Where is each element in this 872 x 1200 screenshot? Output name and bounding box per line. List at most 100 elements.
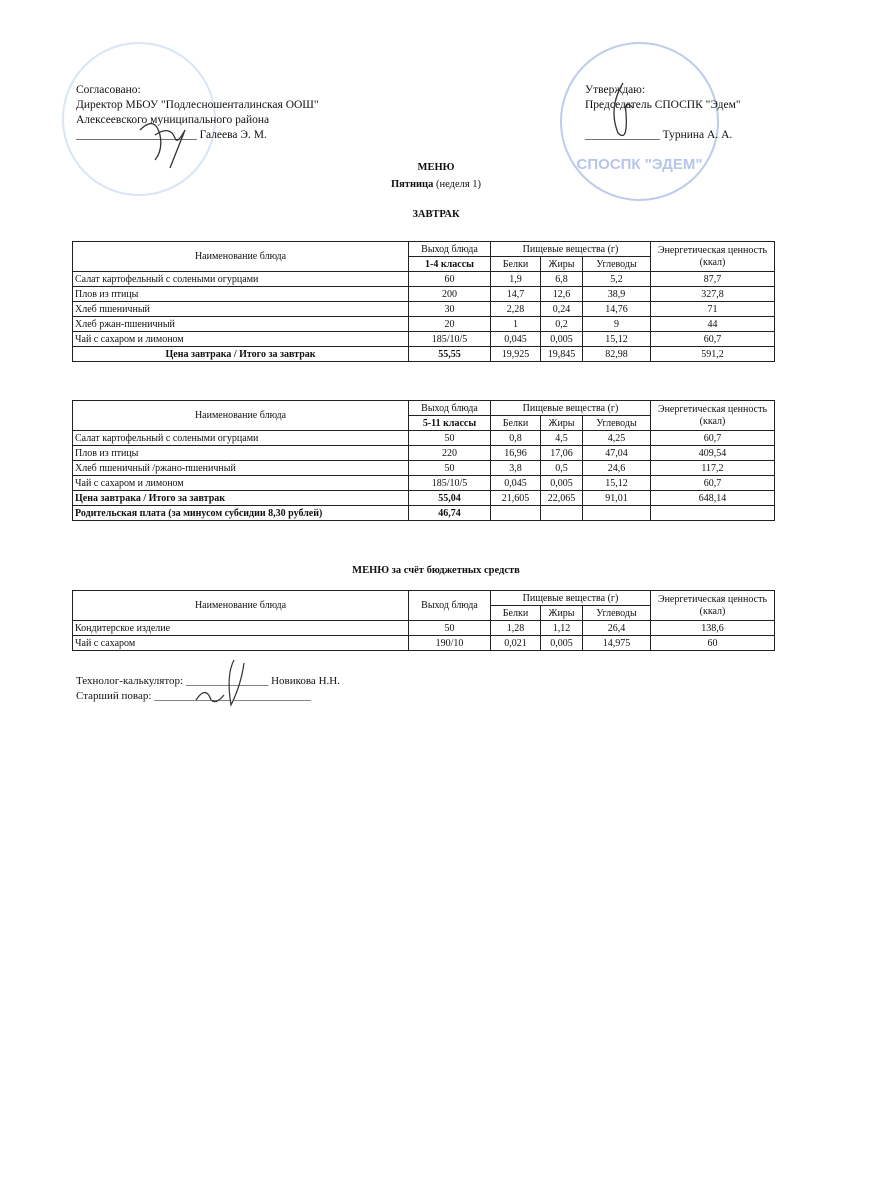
fat: 19,845 — [540, 346, 583, 362]
col-protein-header: Белки — [490, 415, 541, 431]
fat: 6,8 — [540, 271, 583, 287]
carbs: 4,25 — [582, 430, 651, 446]
approved-block: Согласовано: Директор МБОУ "Подлесношент… — [76, 83, 319, 143]
energy: 71 — [650, 301, 775, 317]
table-row: Хлеб пшеничный /ржано-пшеничный 50 3,8 0,5 2… — [72, 460, 775, 476]
energy: 648,14 — [650, 490, 775, 506]
table-row: Кондитерское изделие 50 1,28 1,12 26,4 138,6 — [72, 620, 775, 636]
confirm-block: Утверждаю: Председатель СПОСПК "Эдем" __… — [585, 83, 741, 143]
technologist-line: Технолог-калькулятор: _______________ Но… — [76, 675, 340, 687]
col-nutrients-header: Пищевые вещества (г) — [490, 400, 651, 416]
col-name-header: Наименование блюда — [72, 241, 409, 272]
col-nutrients-header: Пищевые вещества (г) — [490, 241, 651, 257]
energy: 591,2 — [650, 346, 775, 362]
footer-block: Технолог-калькулятор: _______________ Но… — [76, 674, 340, 704]
stamp-right: СПОСПК "ЭДЕМ" — [560, 42, 719, 201]
dish-name: Чай с сахаром и лимоном — [72, 475, 409, 491]
dish-name: Родительская плата (за минусом субсидии … — [72, 505, 409, 521]
dish-name: Салат картофельный с солеными огурцами — [72, 271, 409, 287]
protein: 0,045 — [490, 475, 541, 491]
col-group-header: 5-11 классы — [408, 415, 491, 431]
protein: 19,925 — [490, 346, 541, 362]
col-fat-header: Жиры — [540, 256, 583, 272]
fat: 0,005 — [540, 475, 583, 491]
table-row: Хлеб ржан-пшеничный 20 1 0,2 9 44 — [72, 316, 775, 332]
col-protein-header: Белки — [490, 256, 541, 272]
carbs: 26,4 — [582, 620, 651, 636]
carbs: 24,6 — [582, 460, 651, 476]
fat: 0,24 — [540, 301, 583, 317]
protein: 2,28 — [490, 301, 541, 317]
table-row: Плов из птицы 200 14,7 12,6 38,9 327,8 — [72, 286, 775, 302]
breakfast-table-1-4: Наименование блюда Выход блюда Пищевые вещ… — [72, 241, 775, 362]
carbs: 14,975 — [582, 635, 651, 651]
dish-name: Хлеб пшеничный /ржано-пшеничный — [72, 460, 409, 476]
yield: 55,55 — [408, 346, 491, 362]
yield: 220 — [408, 445, 491, 461]
fat: 0,005 — [540, 635, 583, 651]
carbs: 38,9 — [582, 286, 651, 302]
signature-footer — [195, 659, 245, 707]
approved-district: Алексеевского муниципального района — [76, 114, 270, 126]
empty-cell — [540, 505, 583, 521]
signature-right — [613, 82, 634, 137]
table-row: Салат картофельный с солеными огурцами 50… — [72, 430, 775, 446]
col-energy-header: Энергетическая ценность (ккал) — [650, 590, 775, 621]
yield: 20 — [408, 316, 491, 332]
protein: 14,7 — [490, 286, 541, 302]
energy: 44 — [650, 316, 775, 332]
yield: 190/10 — [408, 635, 491, 651]
section-title: ЗАВТРАК — [412, 209, 460, 220]
parent-fee-row: Родительская плата (за минусом субсидии … — [72, 505, 775, 521]
fat: 17,06 — [540, 445, 583, 461]
menu-subtitle: Пятница (неделя 1) — [0, 179, 872, 190]
dish-name: Хлеб ржан-пшеничный — [72, 316, 409, 332]
confirm-position: Председатель СПОСПК "Эдем" — [585, 99, 741, 111]
table-row: Чай с сахаром 190/10 0,021 0,005 14,975 60 — [72, 635, 775, 651]
carbs: 47,04 — [582, 445, 651, 461]
header-row: 1-4 классы Белки Жиры Углеводы — [73, 256, 775, 272]
col-energy-header: Энергетическая ценность (ккал) — [650, 241, 775, 272]
header-row: Наименование блюда Выход блюда Пищевые вещ… — [72, 241, 775, 272]
fat: 22,065 — [540, 490, 583, 506]
protein: 1,28 — [490, 620, 541, 636]
col-carbs-header: Углеводы — [582, 256, 651, 272]
col-fat-header: Жиры — [540, 415, 583, 431]
carbs: 15,12 — [582, 331, 651, 347]
carbs: 9 — [582, 316, 651, 332]
energy: 138,6 — [650, 620, 775, 636]
protein: 1,9 — [490, 271, 541, 287]
dish-name: Цена завтрака / Итого за завтрак — [72, 346, 409, 362]
col-carbs-header: Углеводы — [582, 415, 651, 431]
energy: 409,54 — [650, 445, 775, 461]
energy: 117,2 — [650, 460, 775, 476]
stamp-left — [62, 42, 216, 196]
dish-name: Чай с сахаром и лимоном — [72, 331, 409, 347]
energy: 87,7 — [650, 271, 775, 287]
col-name-header: Наименование блюда — [72, 400, 409, 431]
table-row: Чай с сахаром и лимоном 185/10/5 0,045 0,00… — [72, 475, 775, 491]
col-fat-header: Жиры — [540, 605, 583, 621]
empty-cell — [582, 505, 651, 521]
col-carbs-header: Углеводы — [582, 605, 651, 621]
dish-name: Цена завтрака / Итого за завтрак — [72, 490, 409, 506]
dish-name: Кондитерское изделие — [72, 620, 409, 636]
yield: 50 — [408, 620, 491, 636]
total-row: Цена завтрака / Итого за завтрак 55,55 19,… — [72, 346, 775, 362]
energy: 60 — [650, 635, 775, 651]
protein: 0,045 — [490, 331, 541, 347]
dish-name: Чай с сахаром — [72, 635, 409, 651]
protein: 16,96 — [490, 445, 541, 461]
col-group-header: 1-4 классы — [408, 256, 491, 272]
fat: 0,5 — [540, 460, 583, 476]
protein: 0,021 — [490, 635, 541, 651]
protein: 3,8 — [490, 460, 541, 476]
fat: 0,2 — [540, 316, 583, 332]
col-protein-header: Белки — [490, 605, 541, 621]
empty-cell — [490, 505, 541, 521]
carbs: 91,01 — [582, 490, 651, 506]
confirm-signature-line: _____________ Турнина А. А. — [585, 129, 733, 141]
energy: 60,7 — [650, 430, 775, 446]
yield: 185/10/5 — [408, 475, 491, 491]
col-name-header: Наименование блюда — [72, 590, 409, 621]
